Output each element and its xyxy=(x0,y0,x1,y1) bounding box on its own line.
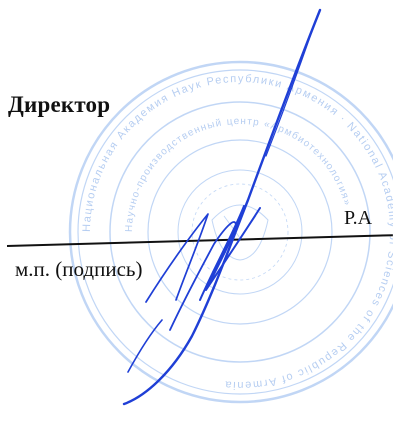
handwritten-signature xyxy=(0,0,393,425)
